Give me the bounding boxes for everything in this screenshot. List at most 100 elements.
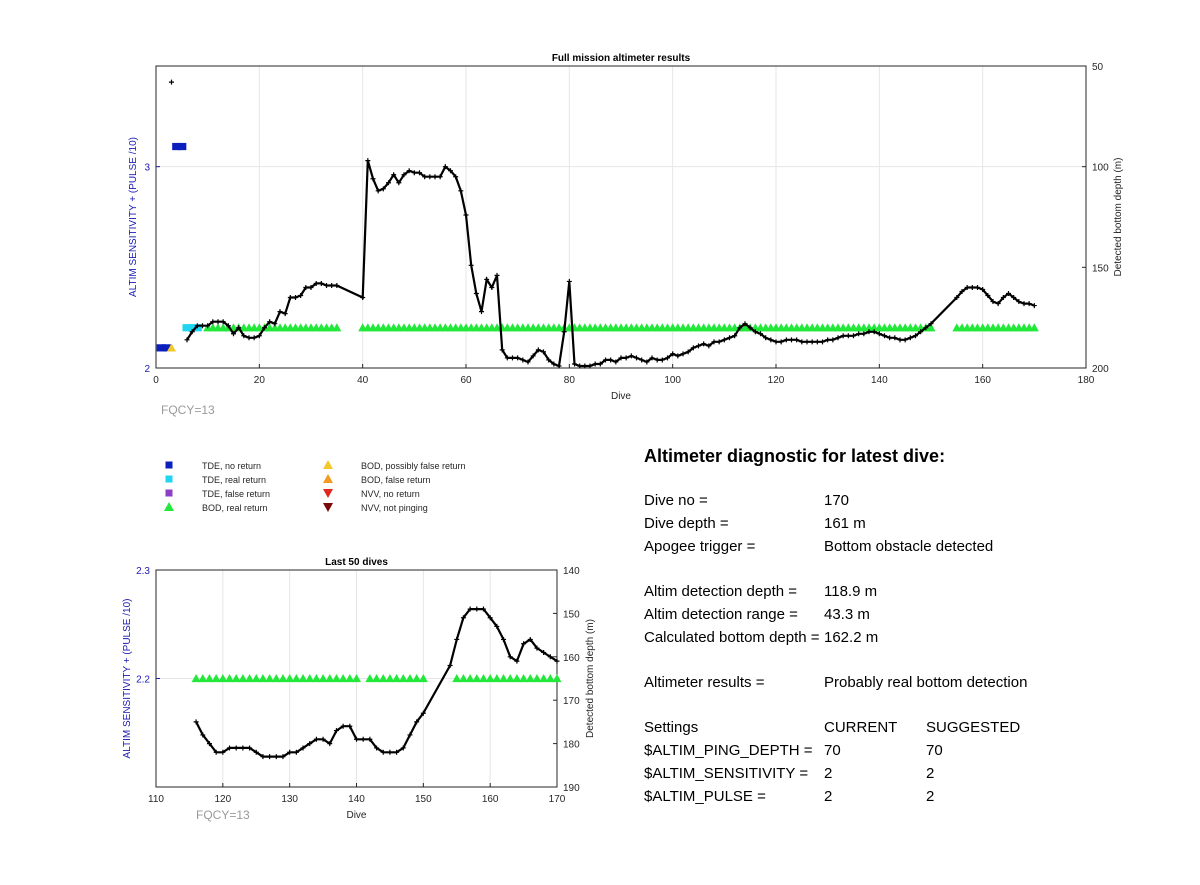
bottom-depth-point [510, 355, 515, 361]
bod-real-return-marker [225, 674, 235, 683]
bottom-depth-point [474, 606, 480, 612]
bottom-depth-point [411, 170, 417, 176]
bottom-depth-point [639, 357, 645, 363]
bottom-depth-point [964, 284, 970, 290]
bod-real-return-marker [211, 674, 221, 683]
bottom-depth-point [654, 357, 660, 363]
calc-depth-label: Calculated bottom depth = [644, 629, 820, 646]
bottom-depth-point [380, 186, 386, 192]
bottom-depth-point [360, 736, 366, 742]
y-left-tick-label: 3 [144, 163, 150, 174]
legend-label: BOD, real return [202, 503, 268, 513]
bottom-depth-point [613, 359, 619, 365]
x-tick-label: 0 [153, 375, 159, 386]
bottom-depth-point [845, 333, 851, 339]
bottom-depth-point [923, 325, 929, 331]
bod-real-return-marker [298, 674, 308, 683]
legend-label: BOD, false return [361, 475, 431, 485]
bod-real-return-marker [231, 674, 241, 683]
bottom-depth-point [458, 188, 464, 194]
bottom-depth-point [913, 333, 918, 339]
bod-real-return-marker [311, 674, 321, 683]
bottom-depth-point [184, 337, 190, 343]
bottom-depth-point [546, 357, 552, 363]
bottom-depth-point [556, 363, 562, 369]
bottom-depth-point [1026, 301, 1032, 307]
bottom-depth-point [504, 355, 510, 361]
bottom-depth-point [690, 345, 696, 351]
bod-real-return-marker [1029, 323, 1039, 332]
bottom-depth-point [876, 331, 882, 337]
bod-real-return-marker [365, 674, 375, 683]
bottom-depth-point [1031, 303, 1037, 309]
legend-triangle-marker [323, 489, 333, 498]
bottom-depth-point [380, 749, 386, 755]
legend-label: TDE, real return [202, 475, 266, 485]
bottom-depth-point [370, 176, 376, 182]
current-label: CURRENT [824, 719, 898, 736]
bod-real-return-marker [331, 674, 341, 683]
bottom-depth-point [231, 331, 236, 337]
bottom-depth-point [200, 732, 206, 738]
bottom-depth-point [572, 361, 577, 367]
bottom-depth-point [272, 321, 278, 327]
x-tick-label: 160 [974, 375, 991, 386]
bod-real-return-marker [325, 674, 335, 683]
bottom-depth-point [262, 325, 267, 331]
bottom-depth-point [406, 168, 412, 174]
bod-real-return-marker [926, 323, 936, 332]
bottom-depth-point [701, 341, 707, 347]
bottom-depth-point [747, 325, 753, 331]
bod-real-return-marker [505, 674, 515, 683]
x-tick-label: 180 [1078, 375, 1095, 386]
legend-triangle-marker [323, 460, 333, 469]
bottom-depth-point [273, 754, 279, 760]
bod-real-return-marker [204, 674, 214, 683]
bod-real-return-marker [265, 674, 275, 683]
suggested-label: SUGGESTED [926, 719, 1021, 736]
y-right-tick-label: 50 [1092, 62, 1104, 73]
bottom-depth-point [193, 719, 199, 725]
bottom-depth-point [298, 293, 304, 299]
bottom-depth-point [649, 355, 655, 361]
bottom-depth-point [375, 188, 381, 194]
bottom-depth-point [830, 337, 836, 343]
apogee-label: Apogee trigger = [644, 538, 756, 555]
x-tick-label: 160 [482, 794, 499, 805]
setting-suggested: 2 [926, 788, 935, 805]
tde-no-return-marker [156, 344, 166, 352]
bottom-depth-point [220, 319, 226, 325]
bottom-depth-point [206, 741, 212, 747]
y-left-tick-label: 2.2 [136, 675, 150, 686]
bottom-depth-point [897, 337, 903, 343]
bottom-depth-point [327, 741, 333, 747]
bottom-depth-point [882, 333, 887, 339]
bottom-depth-point [260, 754, 266, 760]
bottom-depth-point [814, 339, 820, 345]
bottom-depth-point [200, 323, 205, 329]
bottom-depth-point [711, 339, 717, 345]
bottom-depth-point [324, 282, 329, 288]
bottom-depth-point [721, 337, 727, 343]
bottom-depth-point [453, 174, 459, 180]
bottom-depth-point [169, 79, 174, 85]
bod-real-return-marker [398, 674, 408, 683]
y-right-tick-label: 100 [1092, 163, 1109, 174]
bod-real-return-marker [418, 674, 428, 683]
bottom-depth-point [365, 158, 371, 164]
bottom-depth-point [241, 333, 247, 339]
bod-real-return-marker [318, 674, 328, 683]
setting-suggested: 70 [926, 742, 943, 759]
bottom-depth-point [835, 335, 841, 341]
setting-current: 2 [824, 765, 833, 782]
y-left-tick-label: 2 [144, 364, 150, 375]
legend-triangle-marker [323, 474, 333, 483]
bottom-depth-point [293, 295, 298, 301]
bottom-depth-point [866, 329, 872, 335]
bottom-depth-point [340, 723, 346, 729]
bod-real-return-marker [245, 674, 255, 683]
bottom-depth-point [665, 355, 670, 361]
bod-real-return-marker [251, 674, 261, 683]
x-tick-label: 170 [549, 794, 566, 805]
bottom-depth-point [422, 174, 428, 180]
